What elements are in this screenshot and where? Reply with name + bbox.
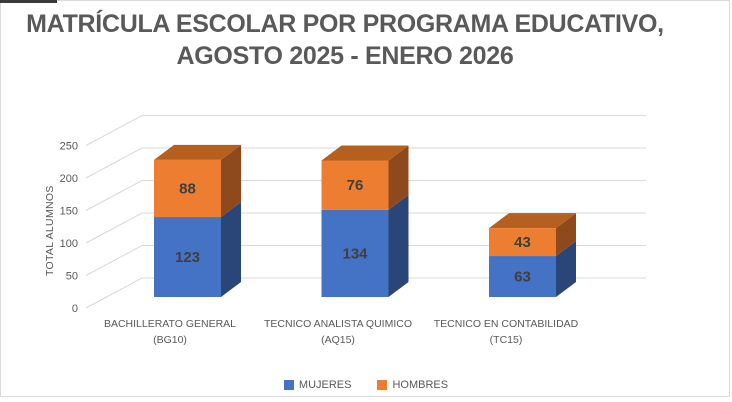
bar-hombres-top[interactable]	[154, 144, 241, 160]
bar-mujeres-side[interactable]	[388, 194, 409, 297]
gridline	[85, 277, 646, 309]
bar-hombres-top[interactable]	[489, 213, 576, 229]
chart-title-line1: MATRÍCULA ESCOLAR POR PROGRAMA EDUCATIVO…	[26, 10, 664, 38]
legend-swatch-mujeres	[283, 380, 294, 390]
y-tick-label: 0	[72, 303, 78, 315]
bar-mujeres-front[interactable]	[489, 256, 556, 297]
bar-mujeres-side[interactable]	[221, 202, 241, 297]
legend-swatch-hombres	[377, 380, 388, 390]
y-tick-label: 100	[60, 238, 78, 250]
x-category-label: (BG10)	[153, 334, 187, 346]
y-tick-label: 250	[60, 141, 78, 153]
y-tick-label: 50	[66, 271, 78, 283]
gridline	[85, 180, 646, 211]
data-label-hombres: 76	[347, 177, 364, 194]
y-axis-title: TOTAL ALUMNOS	[44, 185, 56, 276]
data-label-hombres: 43	[514, 234, 531, 251]
chart-title-line2: AGOSTO 2025 - ENERO 2026	[176, 42, 514, 70]
gridline	[85, 245, 646, 276]
gridline	[85, 147, 646, 179]
bar-hombres-side[interactable]	[388, 145, 409, 210]
y-tick-label: 200	[60, 173, 78, 185]
legend-item-mujeres[interactable]: MUJERES	[283, 379, 352, 391]
bar-mujeres-side[interactable]	[556, 241, 576, 297]
x-category-label: (TC15)	[490, 334, 523, 346]
legend-label-mujeres: MUJERES	[298, 379, 352, 391]
bar-hombres-front[interactable]	[489, 228, 556, 257]
bar-hombres-front[interactable]	[154, 159, 221, 218]
x-category-label: TECNICO EN CONTABILIDAD	[434, 318, 579, 330]
x-category-label: TECNICO ANALISTA QUIMICO	[264, 318, 412, 330]
legend: MUJERES HOMBRES	[0, 375, 732, 395]
cell-border-artifact	[0, 0, 57, 3]
x-category-label: (AQ15)	[321, 334, 355, 346]
legend-item-hombres[interactable]: HOMBRES	[377, 379, 448, 391]
bar-mujeres-front[interactable]	[321, 209, 389, 297]
y-tick-label: 150	[60, 206, 78, 218]
x-category-label: BACHILLERATO GENERAL	[104, 318, 236, 330]
bar-hombres-side[interactable]	[556, 213, 576, 257]
gridline	[85, 115, 646, 146]
gridline	[85, 212, 646, 244]
data-label-mujeres: 134	[342, 245, 368, 262]
bar-hombres-side[interactable]	[221, 144, 241, 218]
legend-label-hombres: HOMBRES	[392, 379, 449, 391]
bar-mujeres-front[interactable]	[154, 217, 221, 297]
bar-hombres-front[interactable]	[321, 160, 389, 210]
bar-hombres-top[interactable]	[321, 145, 409, 161]
chart-title[interactable]: MATRÍCULA ESCOLAR POR PROGRAMA EDUCATIVO…	[0, 8, 690, 72]
data-label-hombres: 88	[179, 180, 196, 197]
data-label-mujeres: 63	[514, 269, 531, 286]
data-label-mujeres: 123	[175, 249, 200, 266]
